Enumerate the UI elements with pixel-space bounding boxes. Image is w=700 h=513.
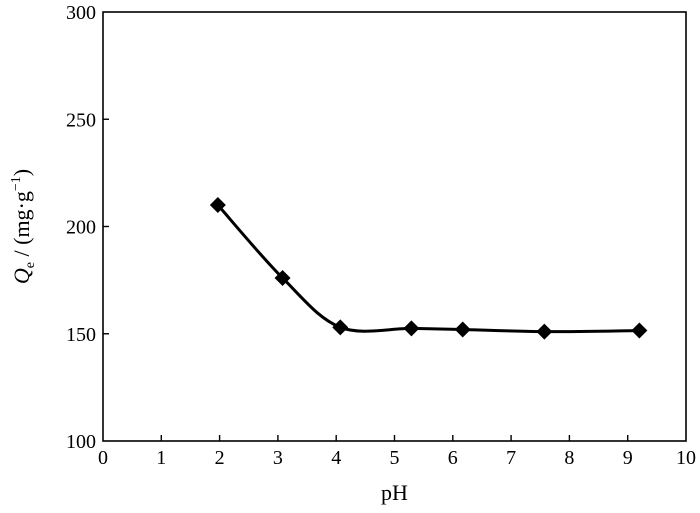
y-tick-label: 150 [66,324,96,346]
data-markers [209,197,648,340]
y-axis-symbol: Q [9,268,34,284]
data-point [536,323,553,340]
x-tick-label: 2 [215,447,225,469]
plot-frame [102,11,687,442]
y-tick-label: 300 [66,2,96,24]
x-tick-label: 4 [331,447,341,469]
x-tick-label: 5 [390,447,400,469]
x-axis-title: pH [381,480,408,505]
x-tick-label: 8 [564,447,574,469]
y-axis-superscript: −1 [9,176,24,191]
y-axis-ticks: 100 150 200 250 300 [66,2,109,453]
x-axis-ticks: 0 1 2 3 4 5 6 7 8 9 10 [98,435,696,469]
x-tick-label: 3 [273,447,283,469]
x-tick-label: 6 [448,447,458,469]
y-axis-close: ) [9,169,34,176]
data-point [631,322,648,339]
data-point [454,321,471,338]
data-point [403,320,420,337]
x-tick-label: 10 [676,447,696,469]
y-tick-label: 250 [66,109,96,131]
series-line [216,203,641,334]
x-tick-label: 0 [98,447,108,469]
y-axis-unit: / (mg·g [9,191,34,262]
y-tick-label: 200 [66,217,96,239]
data-point [274,269,291,286]
y-axis-subscript: e [23,262,38,268]
y-tick-label: 100 [66,431,96,453]
data-point [332,319,349,336]
y-axis-title: Qe / (mg·g−1) [9,169,38,284]
x-tick-label: 7 [506,447,516,469]
x-tick-label: 1 [156,447,166,469]
data-point [209,197,226,214]
x-tick-label: 9 [623,447,633,469]
